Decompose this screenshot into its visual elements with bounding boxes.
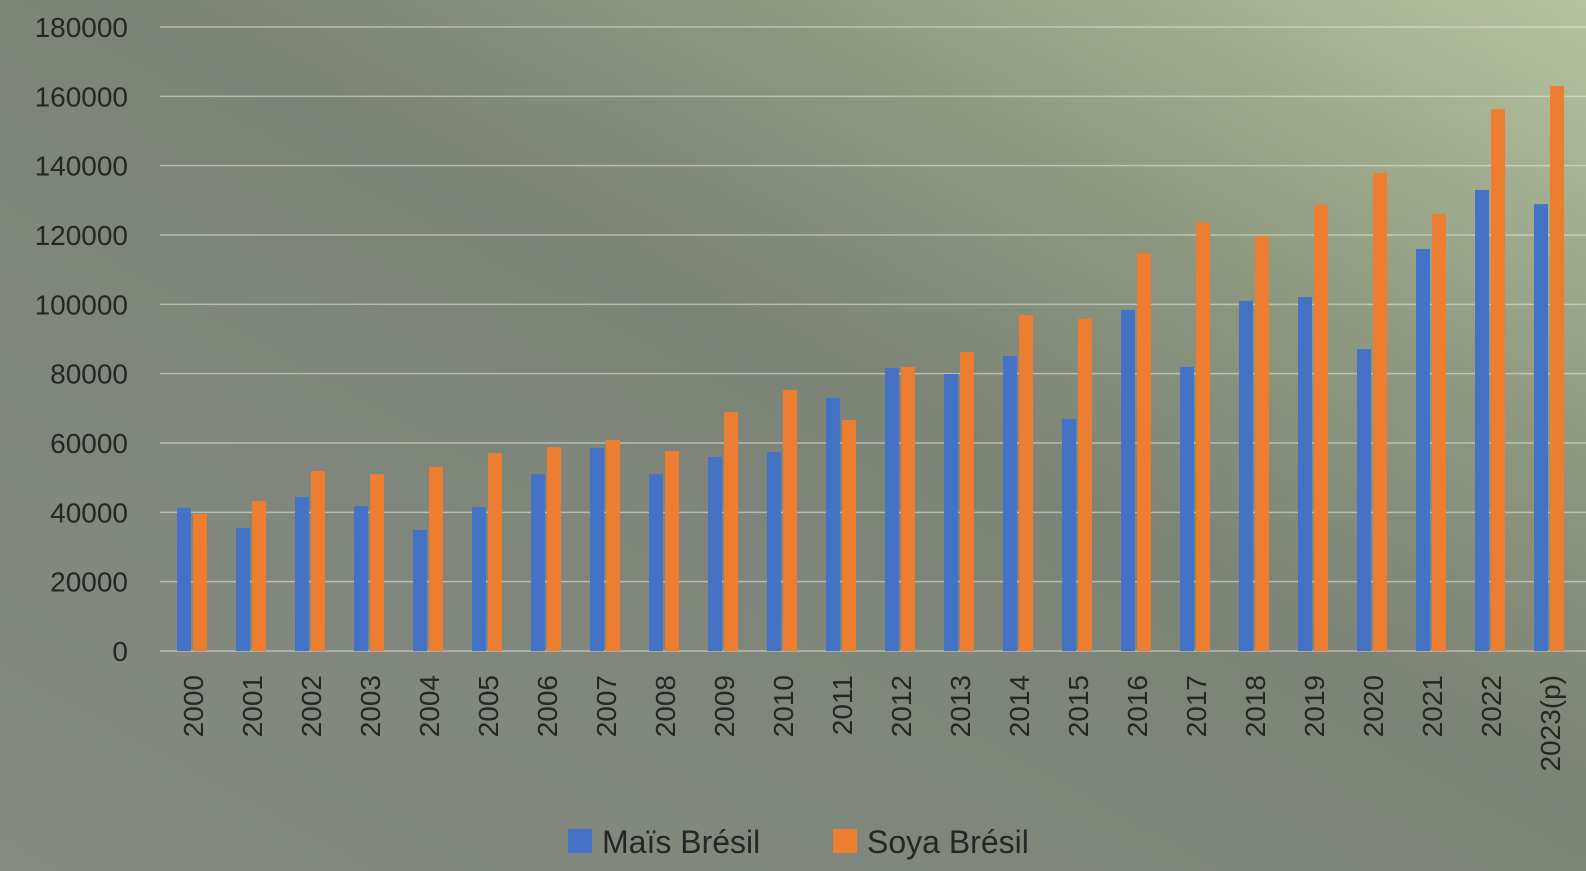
bar (944, 374, 958, 651)
x-tick-label: 2023(p) (1535, 675, 1566, 772)
y-tick-label: 160000 (35, 81, 128, 112)
bar (1062, 419, 1076, 651)
bar (1416, 248, 1430, 651)
y-tick-label: 180000 (35, 12, 128, 43)
bar (649, 474, 663, 651)
bar (177, 507, 191, 651)
bar (370, 474, 384, 651)
bar (724, 412, 738, 651)
bar (1003, 355, 1017, 651)
x-tick-label: 2001 (237, 675, 268, 737)
bar (413, 530, 427, 651)
bar (1314, 204, 1328, 651)
bar (1534, 204, 1548, 651)
x-tick-label: 2022 (1476, 675, 1507, 737)
bar (1121, 309, 1135, 651)
bar (429, 466, 443, 651)
bar (1180, 367, 1194, 651)
bar (1239, 300, 1253, 651)
x-tick-label: 2012 (886, 675, 917, 737)
x-tick-label: 2019 (1299, 675, 1330, 737)
bar (901, 367, 915, 651)
legend-swatch (833, 829, 857, 853)
legend-label: Maïs Brésil (602, 824, 760, 860)
bar (547, 447, 561, 651)
bar (1255, 236, 1269, 652)
x-tick-label: 2020 (1358, 675, 1389, 737)
x-tick-label: 2017 (1181, 675, 1212, 737)
y-tick-label: 20000 (50, 567, 128, 598)
legend-label: Soya Brésil (867, 824, 1029, 860)
bar (236, 527, 250, 651)
x-tick-label: 2018 (1240, 675, 1271, 737)
bar (311, 471, 325, 651)
bar (885, 368, 899, 651)
y-tick-label: 60000 (50, 428, 128, 459)
x-tick-label: 2000 (178, 675, 209, 737)
bar (1078, 318, 1092, 651)
y-tick-label: 0 (112, 636, 128, 667)
bar (1298, 297, 1312, 651)
x-tick-label: 2008 (650, 675, 681, 737)
bar (472, 507, 486, 651)
bar (1196, 222, 1210, 651)
legend-swatch (568, 829, 592, 853)
bar (295, 497, 309, 651)
bar (842, 420, 856, 651)
x-tick-label: 2007 (591, 675, 622, 737)
x-tick-label: 2013 (945, 675, 976, 737)
bar (1475, 189, 1489, 651)
bar (252, 500, 266, 651)
y-tick-label: 120000 (35, 220, 128, 251)
x-tick-label: 2011 (827, 675, 858, 735)
bar (1019, 315, 1033, 651)
x-tick-label: 2010 (768, 675, 799, 737)
x-tick-label: 2009 (709, 675, 740, 737)
x-tick-label: 2002 (296, 675, 327, 737)
bar (708, 456, 722, 651)
x-tick-label: 2006 (532, 675, 563, 737)
bar (354, 506, 368, 651)
bar (531, 474, 545, 651)
bar (767, 452, 781, 651)
bar (606, 439, 620, 651)
bar (783, 389, 797, 651)
y-tick-label: 100000 (35, 289, 128, 320)
bar (1357, 349, 1371, 651)
bar (1491, 109, 1505, 651)
bar (1432, 213, 1446, 651)
y-tick-label: 40000 (50, 497, 128, 528)
bar (826, 397, 840, 651)
x-tick-label: 2021 (1417, 675, 1448, 737)
bar (193, 514, 207, 651)
x-tick-label: 2004 (414, 675, 445, 737)
bar (960, 352, 974, 651)
y-tick-label: 140000 (35, 151, 128, 182)
bar (1550, 85, 1564, 651)
bar (590, 447, 604, 651)
bar (1373, 172, 1387, 652)
y-tick-label: 80000 (50, 359, 128, 390)
x-tick-label: 2014 (1004, 675, 1035, 737)
x-tick-label: 2016 (1122, 675, 1153, 737)
x-tick-label: 2003 (355, 675, 386, 737)
bar (1137, 253, 1151, 651)
bar (488, 453, 502, 651)
x-tick-label: 2005 (473, 675, 504, 737)
x-tick-label: 2015 (1063, 675, 1094, 737)
bar (665, 450, 679, 651)
